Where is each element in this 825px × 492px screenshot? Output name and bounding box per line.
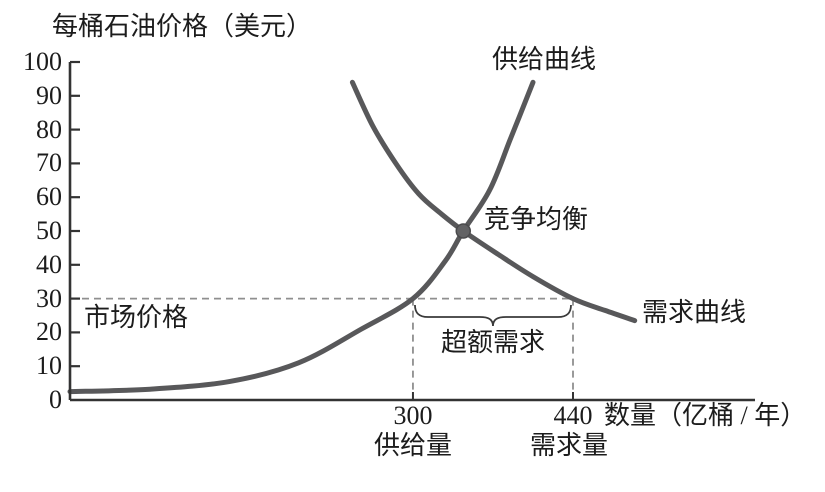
y-tick-label-50: 50 <box>36 216 62 245</box>
y-tick-label-90: 90 <box>36 80 62 110</box>
supply-quantity-label: 供给量 <box>373 431 452 460</box>
x-tick-label-440: 440 <box>553 401 593 430</box>
supply-curve-line <box>67 79 536 395</box>
y-tick-label-20: 20 <box>36 317 62 347</box>
equilibrium-label: 竞争均衡 <box>484 205 589 234</box>
supply-curve-label: 供给曲线 <box>492 45 597 74</box>
x-tick-label-300: 300 <box>393 401 433 430</box>
y-tick-label-30: 30 <box>36 283 62 313</box>
excess-demand-label: 超额需求 <box>441 328 546 357</box>
y-tick-label-100: 100 <box>23 47 62 76</box>
demand-quantity-label: 需求量 <box>529 431 608 460</box>
y-tick-label-70: 70 <box>36 148 62 178</box>
market-price-label: 市场价格 <box>84 303 189 332</box>
y-tick-label-80: 80 <box>36 114 62 144</box>
y-tick-label-60: 60 <box>36 182 62 212</box>
y-axis-title: 每桶石油价格（美元） <box>52 12 313 41</box>
demand-curve-label: 需求曲线 <box>642 298 747 327</box>
x-axis-label: 数量（亿桶 / 年） <box>604 401 807 430</box>
y-tick-label-0: 0 <box>49 385 62 414</box>
y-tick-label-40: 40 <box>36 249 62 279</box>
y-tick-label-10: 10 <box>36 351 62 381</box>
demand-curve-line <box>349 79 638 324</box>
equilibrium-point <box>455 223 472 239</box>
excess-demand-brace <box>414 304 572 327</box>
